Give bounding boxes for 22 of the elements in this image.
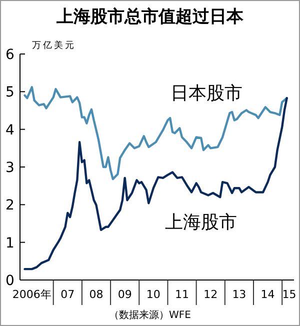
y-tick-label: 5: [6, 84, 14, 101]
x-tick-label: 10: [146, 288, 160, 301]
series-label: 上海股市: [164, 212, 237, 234]
y-tick-label: 6: [6, 47, 15, 63]
x-tick-label: 14: [260, 288, 275, 301]
x-tick-label: 2006年: [12, 288, 52, 301]
y-tick-label: 2: [6, 198, 14, 214]
y-tick-label: 1: [6, 235, 14, 252]
x-tick-label: 07: [60, 288, 75, 301]
x-tick-label: 08: [89, 288, 104, 301]
chart-title: 上海股市总市值超过日本: [56, 7, 244, 27]
x-tick-label: 09: [118, 288, 132, 301]
y-tick-label: 4: [6, 122, 15, 138]
y-axis-title: 万亿美元: [32, 40, 76, 51]
x-tick-label: 11: [175, 288, 190, 301]
series-label: 日本股市: [170, 83, 242, 104]
x-tick-label: 12: [204, 288, 218, 301]
y-tick-label: 3: [6, 160, 14, 176]
text: （数据来源）WFE: [109, 309, 191, 321]
y-tick-label: 0: [6, 273, 14, 289]
x-tick-label: 13: [232, 288, 246, 301]
x-tick-label: 15: [282, 288, 296, 301]
